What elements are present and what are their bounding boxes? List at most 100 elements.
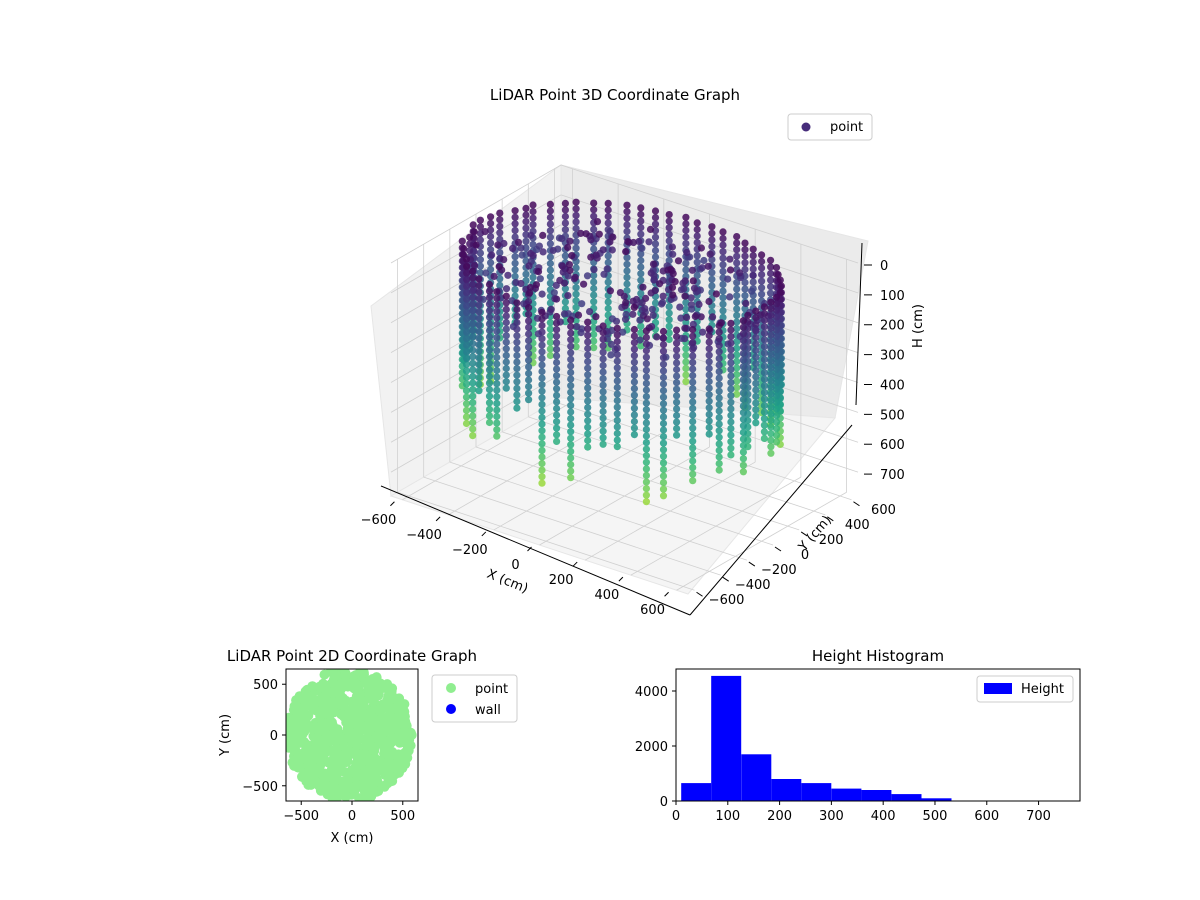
chart-3d-point xyxy=(767,390,775,398)
chart-3d-point xyxy=(522,218,530,226)
chart-3d-point xyxy=(772,313,781,321)
chart-3d-x-tick xyxy=(618,576,624,582)
chart-3d-point xyxy=(572,303,580,311)
chart-3d-point xyxy=(561,298,570,306)
chart-3d-point xyxy=(487,239,495,247)
chart-3d-point xyxy=(538,420,546,428)
chart-3d-point xyxy=(733,357,741,365)
chart-3d-point xyxy=(705,430,713,438)
chart-3d-point xyxy=(741,239,749,247)
chart-3d-point xyxy=(604,252,612,260)
chart-3d-point xyxy=(580,280,588,288)
chart-3d-point xyxy=(538,473,546,481)
chart-3d-point xyxy=(546,259,555,268)
chart-3d-point xyxy=(741,278,749,287)
chart-3d-point xyxy=(715,440,723,448)
chart-3d-point xyxy=(485,333,494,341)
chart-3d-point xyxy=(691,312,699,321)
chart-3d-point xyxy=(469,326,477,335)
chart-3d-point xyxy=(485,405,494,413)
chart-histogram-bar xyxy=(771,779,802,801)
chart-3d-point xyxy=(599,434,607,442)
chart-3d-point xyxy=(472,241,480,249)
chart-3d-point xyxy=(719,267,727,275)
chart-3d-point xyxy=(623,214,631,222)
chart-3d-point xyxy=(708,269,716,277)
chart-3d-point xyxy=(493,426,501,434)
chart-3d-point xyxy=(642,399,651,407)
chart-3d-point xyxy=(572,336,580,344)
chart-3d-point xyxy=(643,315,651,323)
chart-3d-point xyxy=(493,294,501,302)
chart-3d-point xyxy=(677,314,685,322)
chart-3d-point xyxy=(466,240,474,248)
chart-3d-point xyxy=(493,386,501,394)
chart-histogram-title: Height Histogram xyxy=(812,647,944,665)
chart-3d-point xyxy=(642,406,651,414)
chart-3d-point xyxy=(538,290,546,298)
chart-3d-point xyxy=(584,351,592,359)
chart-3d-point xyxy=(463,355,471,363)
chart-3d-point xyxy=(529,208,537,216)
chart-3d-point xyxy=(741,246,749,254)
chart-2d-point xyxy=(353,725,363,736)
chart-3d-point xyxy=(650,276,658,284)
chart-3d-point xyxy=(522,237,530,245)
chart-3d-point xyxy=(511,266,519,274)
chart-3d-point xyxy=(739,382,748,390)
chart-histogram-bar xyxy=(681,783,712,801)
chart-3d-point xyxy=(567,322,575,331)
chart-3d-point xyxy=(687,301,696,309)
chart-3d-point xyxy=(689,424,697,432)
chart-2d-point xyxy=(359,781,369,792)
chart-3d-point xyxy=(630,332,639,340)
chart-3d-point xyxy=(621,315,630,323)
chart-3d-point xyxy=(733,233,741,241)
chart-3d-point xyxy=(715,433,723,441)
chart-3d-point xyxy=(469,340,477,348)
chart-3d-point xyxy=(767,324,775,332)
chart-3d-point xyxy=(527,231,535,239)
chart-2d-point xyxy=(309,696,320,707)
chart-3d-point xyxy=(485,280,494,289)
chart-2d-point xyxy=(329,707,339,718)
chart-3d-gridline xyxy=(502,431,800,531)
chart-3d-point xyxy=(513,351,521,360)
chart-3d-point xyxy=(642,366,651,374)
chart-3d-point xyxy=(733,364,741,372)
chart-3d-point xyxy=(749,298,757,306)
chart-3d-point xyxy=(463,348,471,356)
chart-3d-point xyxy=(493,334,501,342)
chart-3d-point xyxy=(604,206,612,214)
chart-3d-point xyxy=(623,273,631,281)
chart-3d-point xyxy=(727,385,735,393)
chart-3d-z-tick-label: 600 xyxy=(880,438,905,453)
chart-3d-point xyxy=(630,417,639,426)
chart-3d-point xyxy=(689,352,697,360)
chart-3d-point xyxy=(538,361,546,369)
chart-3d-point xyxy=(502,338,510,346)
chart-2d-point xyxy=(319,669,330,680)
chart-3d-point xyxy=(739,468,748,476)
chart-3d-point xyxy=(705,391,713,399)
chart-3d-point xyxy=(705,404,713,412)
chart-3d-point xyxy=(522,211,530,219)
chart-3d-point xyxy=(493,320,501,329)
chart-3d-point xyxy=(482,269,490,277)
chart-3d-point xyxy=(623,201,631,209)
chart-3d-point xyxy=(642,333,651,341)
chart-3d-point xyxy=(733,377,741,385)
chart-3d-point xyxy=(572,343,580,351)
chart-3d-point xyxy=(733,279,741,287)
chart-3d-point xyxy=(469,300,477,308)
chart-3d-point xyxy=(705,364,713,372)
chart-3d-point xyxy=(604,258,612,267)
chart-3d-point xyxy=(538,459,546,468)
chart-2d-point xyxy=(339,790,350,801)
chart-3d-point xyxy=(630,404,639,412)
chart-2d-point xyxy=(343,745,354,756)
chart-3d-point xyxy=(749,271,757,279)
chart-3d-point xyxy=(590,199,598,207)
chart-3d: LiDAR Point 3D Coordinate Graph −600−400… xyxy=(361,86,926,618)
chart-3d-point xyxy=(772,300,781,308)
